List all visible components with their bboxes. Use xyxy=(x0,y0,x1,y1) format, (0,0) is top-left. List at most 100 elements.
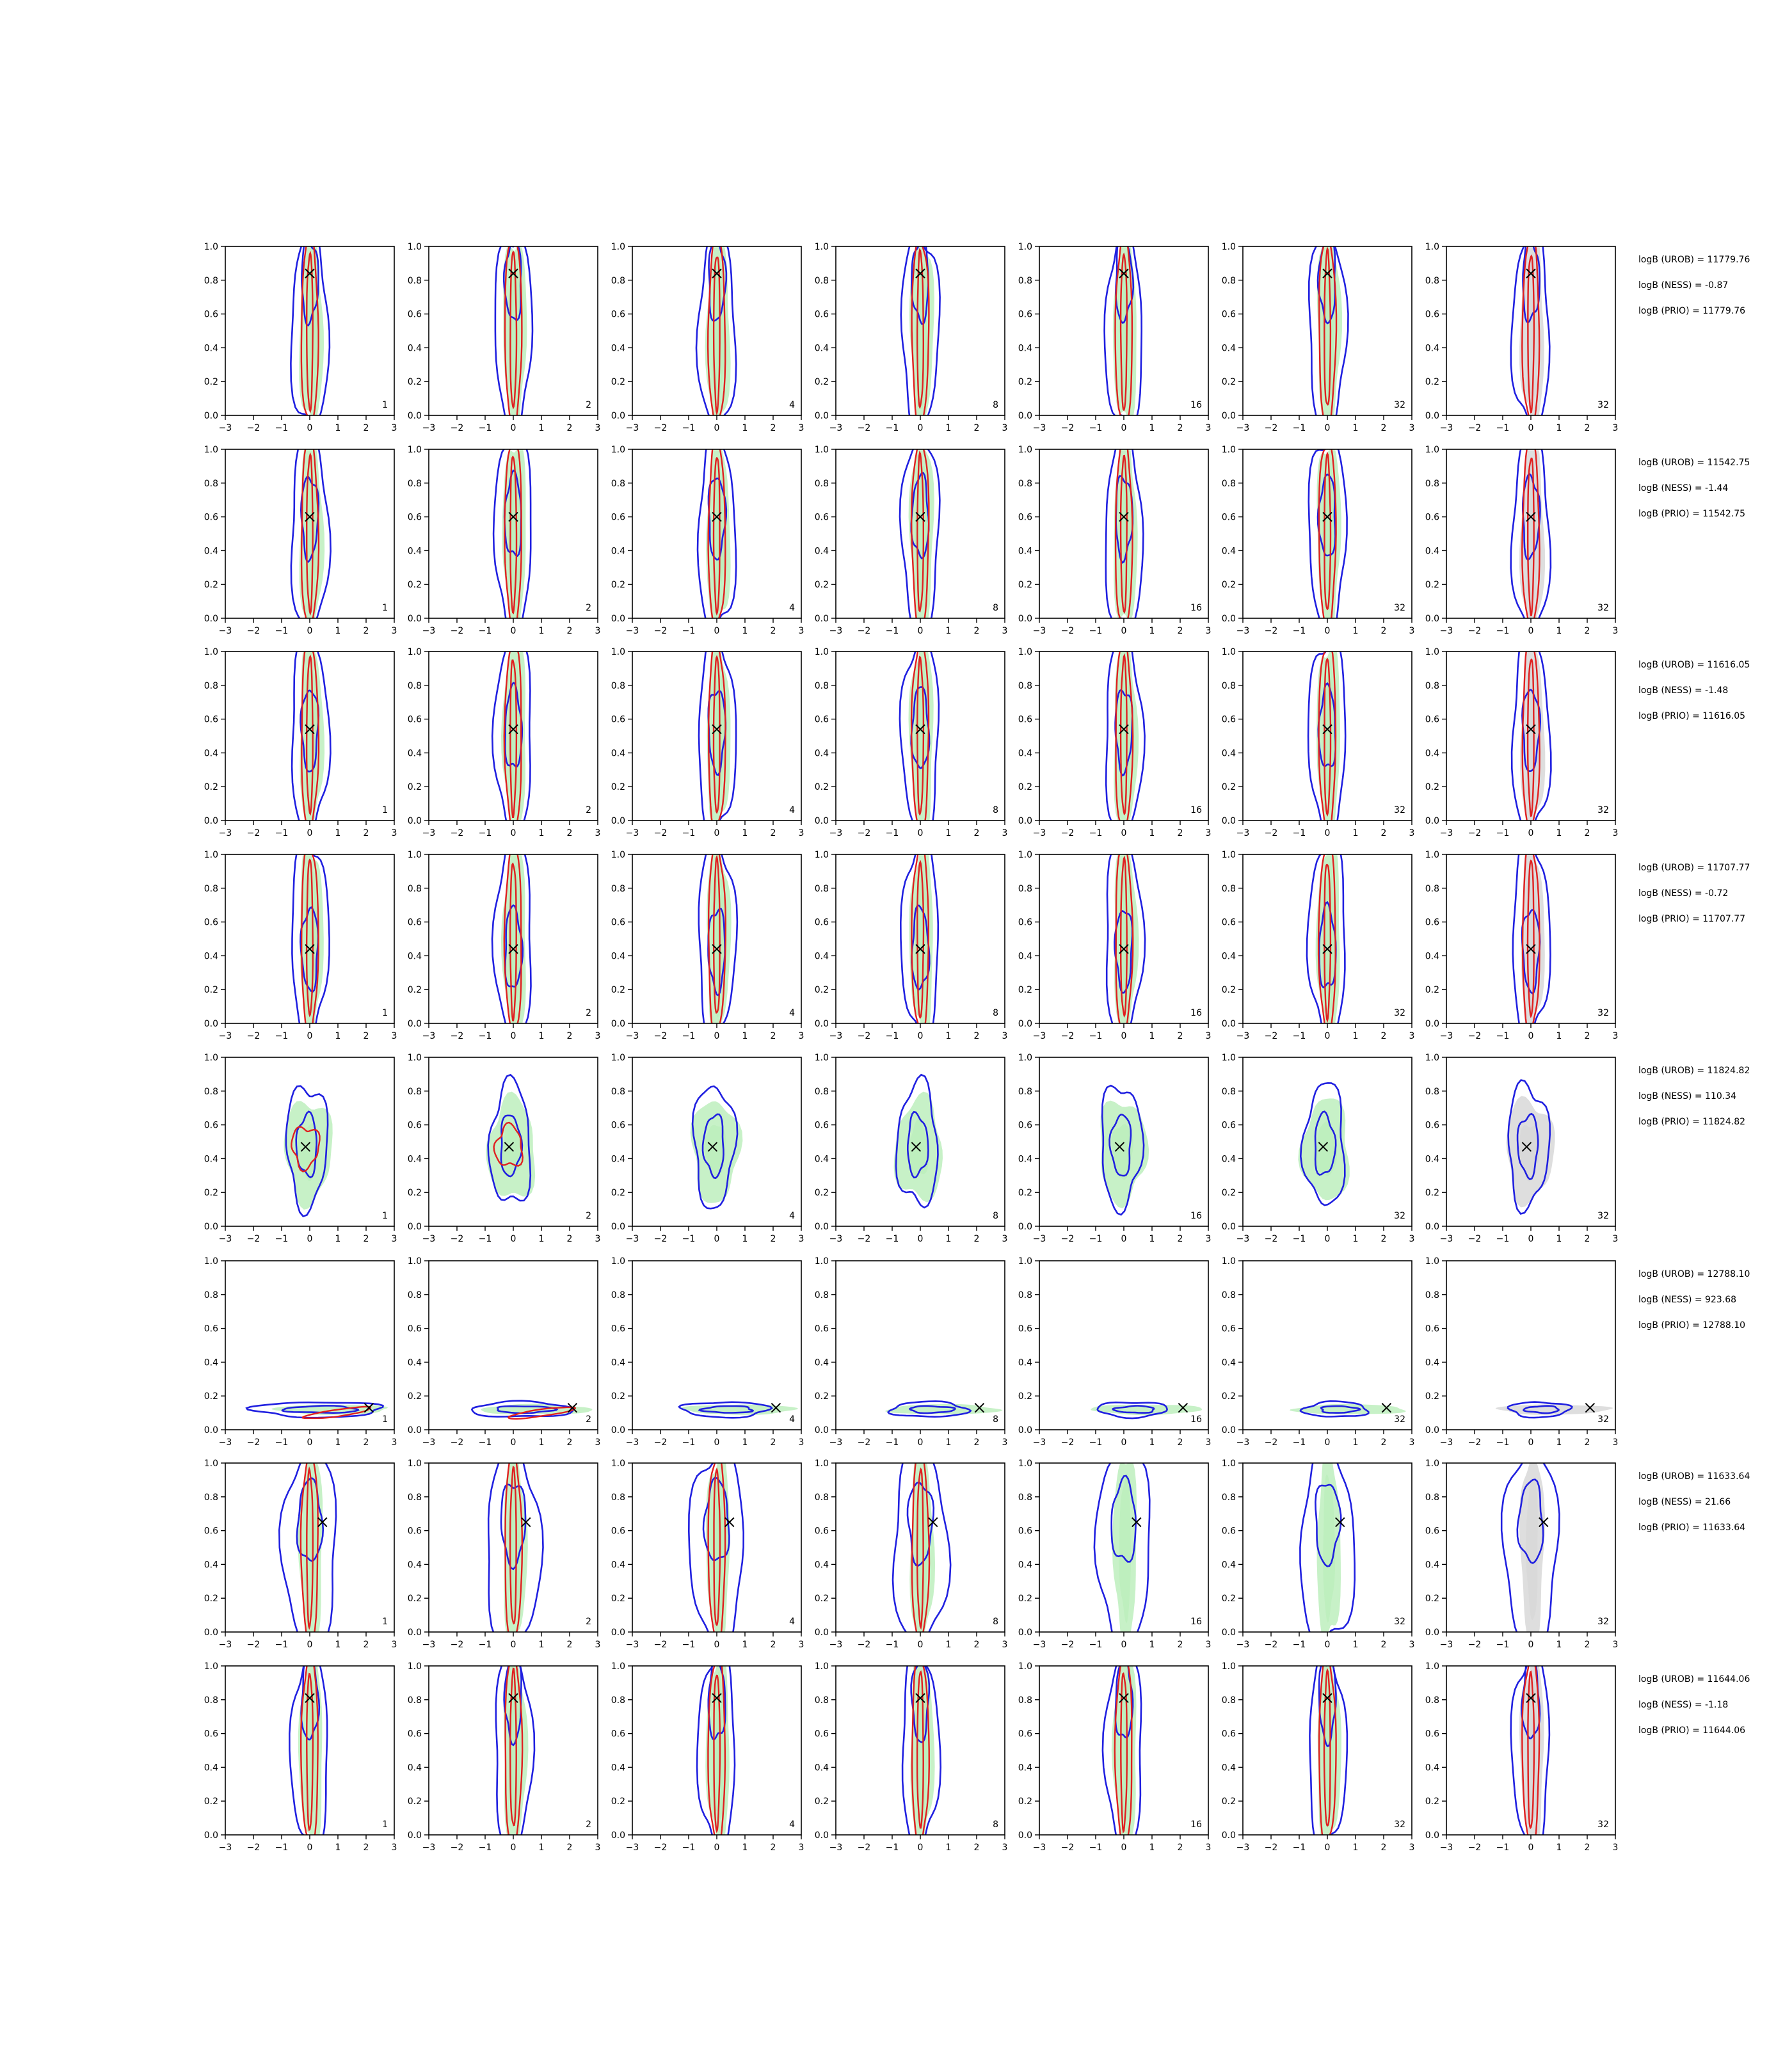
y-tick-label: 0.8 xyxy=(815,1087,829,1097)
rob-contour-inner xyxy=(1522,246,1540,324)
rob-contour-outer xyxy=(1308,449,1348,618)
rob-contour-outer xyxy=(696,449,737,618)
y-tick-label: 0.0 xyxy=(204,1830,218,1841)
x-tick-label: −3 xyxy=(422,626,436,636)
x-tick-label: 0 xyxy=(511,1234,516,1244)
panel-r5-c4: −3 −2 −1 0 1 2 3 0.0 0.2 0.4 0.6 0.8 1.0 8 xyxy=(815,1053,1008,1244)
y-tick-label: 0.6 xyxy=(408,1121,422,1131)
x-tick-label: −3 xyxy=(1440,828,1453,838)
plot-area xyxy=(696,1666,736,1835)
x-tick-label: 1 xyxy=(1556,828,1562,838)
truth-marker xyxy=(911,1142,922,1152)
corner-label: 32 xyxy=(1394,1008,1405,1018)
panel-r2-c7: −3 −2 −1 0 1 2 3 0.0 0.2 0.4 0.6 0.8 1.0 32 xyxy=(1425,445,1619,636)
x-tick-label: −3 xyxy=(1440,1031,1453,1041)
y-tick-label: 0.2 xyxy=(408,1796,422,1807)
y-tick-label: 0.4 xyxy=(408,951,422,961)
y-tick-label: 0.0 xyxy=(611,1425,625,1436)
x-tick-label: 2 xyxy=(771,423,776,433)
panel-r3-c1: −3 −2 −1 0 1 2 3 0.0 0.2 0.4 0.6 0.8 1.0 1 xyxy=(204,647,397,838)
x-tick-label: 2 xyxy=(1381,423,1387,433)
x-tick-label: −2 xyxy=(247,828,260,838)
prior-contour-inner xyxy=(508,1680,521,1826)
y-tick-label: 0.8 xyxy=(1222,1290,1236,1300)
x-tick-label: −2 xyxy=(1061,423,1075,433)
ness-contour-outer xyxy=(910,652,930,820)
panel-r1-c1: −3 −2 −1 0 1 2 3 0.0 0.2 0.4 0.6 0.8 1.0 1 xyxy=(204,242,397,433)
x-tick-label: 2 xyxy=(974,1640,980,1650)
y-tick-label: 0.2 xyxy=(204,1796,218,1807)
x-tick-label: 3 xyxy=(799,1437,804,1448)
ness-contour-inner xyxy=(916,655,925,816)
x-tick-label: 2 xyxy=(974,626,980,636)
rob-contour-inner xyxy=(910,1666,931,1743)
y-tick-label: 0.4 xyxy=(1018,1357,1032,1368)
x-tick-label: −2 xyxy=(1468,1437,1482,1448)
corner-label: 32 xyxy=(1597,1211,1609,1221)
x-tick-label: 1 xyxy=(1556,1640,1562,1650)
y-tick-label: 1.0 xyxy=(1222,1661,1236,1672)
y-tick-label: 0.0 xyxy=(1222,1425,1236,1436)
panel-r2-c1: −3 −2 −1 0 1 2 3 0.0 0.2 0.4 0.6 0.8 1.0 1 xyxy=(204,445,397,636)
y-tick-label: 0.2 xyxy=(815,1188,829,1198)
x-tick-label: 3 xyxy=(1002,828,1008,838)
axes-frame xyxy=(428,1260,598,1430)
x-tick-label: −1 xyxy=(886,423,899,433)
truth-marker xyxy=(1114,1142,1125,1152)
x-tick-label: −1 xyxy=(886,828,899,838)
ness-contour-outer xyxy=(301,854,319,1023)
x-tick-label: −1 xyxy=(682,1640,696,1650)
y-tick-label: 1.0 xyxy=(1222,242,1236,252)
y-tick-label: 0.4 xyxy=(1425,1763,1439,1773)
prior-contour-inner xyxy=(1119,662,1132,810)
panel-r1-c6: −3 −2 −1 0 1 2 3 0.0 0.2 0.4 0.6 0.8 1.0 32 xyxy=(1222,242,1415,433)
x-tick-label: 0 xyxy=(714,1031,720,1041)
y-tick-label: 0.8 xyxy=(408,276,422,286)
corner-label: 8 xyxy=(993,400,998,410)
y-tick-label: 0.2 xyxy=(611,985,625,995)
ness-contour-inner xyxy=(1323,1668,1331,1827)
y-tick-label: 0.0 xyxy=(815,614,829,624)
rob-contour-outer xyxy=(285,1085,329,1218)
y-tick-label: 0.8 xyxy=(204,884,218,894)
y-tick-label: 1.0 xyxy=(204,1256,218,1267)
x-tick-label: 3 xyxy=(595,1031,601,1041)
plot-area xyxy=(1510,246,1551,415)
x-tick-label: 1 xyxy=(1556,626,1562,636)
y-tick-label: 0.8 xyxy=(1018,1290,1032,1300)
rob-contour-inner xyxy=(496,1405,559,1414)
x-tick-label: −1 xyxy=(1089,1234,1103,1244)
corner-label: 2 xyxy=(586,1008,591,1018)
y-tick-label: 0.0 xyxy=(1222,816,1236,826)
plot-area xyxy=(1309,1666,1348,1835)
x-tick-label: 2 xyxy=(974,1031,980,1041)
y-tick-label: 1.0 xyxy=(408,1256,422,1267)
x-tick-label: −3 xyxy=(829,626,843,636)
rob-contour-inner xyxy=(1522,1405,1560,1414)
logb-annotation: logB (NESS) = 923.68 xyxy=(1638,1295,1736,1305)
rob-contour-inner xyxy=(300,689,320,772)
x-tick-label: −3 xyxy=(626,626,639,636)
corner-label: 1 xyxy=(382,1414,388,1425)
x-tick-label: −2 xyxy=(451,626,464,636)
x-tick-label: 0 xyxy=(1528,626,1534,636)
y-tick-label: 0.4 xyxy=(1425,1357,1439,1368)
x-tick-label: −1 xyxy=(1496,1843,1510,1853)
y-tick-label: 0.6 xyxy=(815,513,829,523)
x-tick-label: 0 xyxy=(1528,828,1534,838)
x-tick-label: 2 xyxy=(1585,1640,1590,1650)
x-tick-label: 3 xyxy=(1002,1843,1008,1853)
y-tick-label: 1.0 xyxy=(408,242,422,252)
y-tick-label: 0.0 xyxy=(1222,1830,1236,1841)
x-tick-label: 1 xyxy=(742,1234,748,1244)
plot-area xyxy=(291,854,330,1023)
y-tick-label: 1.0 xyxy=(1222,1256,1236,1267)
corner-label: 32 xyxy=(1597,1617,1609,1627)
y-tick-label: 0.0 xyxy=(204,816,218,826)
corner-label: 32 xyxy=(1394,1820,1405,1830)
panel-r5-c3: −3 −2 −1 0 1 2 3 0.0 0.2 0.4 0.6 0.8 1.0 4 xyxy=(611,1053,804,1244)
ness-contour-inner xyxy=(1324,451,1332,611)
y-tick-label: 1.0 xyxy=(408,1053,422,1063)
panel-r1-c5: −3 −2 −1 0 1 2 3 0.0 0.2 0.4 0.6 0.8 1.0 16 xyxy=(1018,242,1212,433)
y-tick-label: 0.2 xyxy=(204,1391,218,1402)
